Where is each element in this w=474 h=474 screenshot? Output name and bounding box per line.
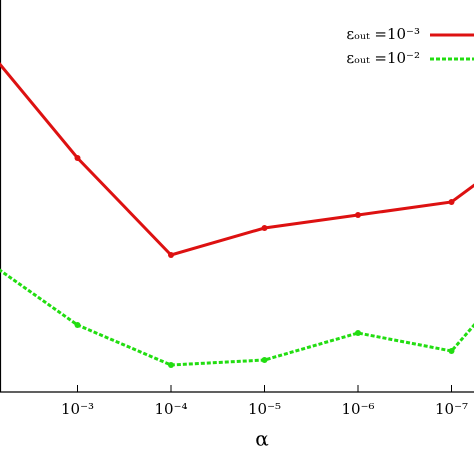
x-tick-label: 10⁻³ — [61, 400, 94, 418]
point — [355, 212, 361, 218]
point — [355, 330, 361, 336]
point — [74, 155, 81, 161]
legend-label: εₒᵤₜ =10⁻³ — [346, 25, 420, 43]
point — [74, 322, 81, 328]
point — [448, 348, 455, 354]
series-line — [0, 61, 474, 257]
x-tick-label: 10⁻⁵ — [248, 400, 281, 418]
x-axis-label: α — [255, 427, 269, 451]
point — [261, 225, 268, 231]
point — [168, 252, 174, 258]
point — [261, 357, 268, 363]
x-tick-label: 10⁻⁷ — [435, 400, 468, 418]
series-line — [0, 268, 474, 367]
point — [448, 199, 455, 205]
legend-label: εₒᵤₜ =10⁻² — [346, 49, 420, 67]
x-tick-label: 10⁻⁴ — [154, 400, 187, 418]
x-tick-label: 10⁻⁶ — [341, 400, 374, 418]
point — [168, 362, 174, 368]
